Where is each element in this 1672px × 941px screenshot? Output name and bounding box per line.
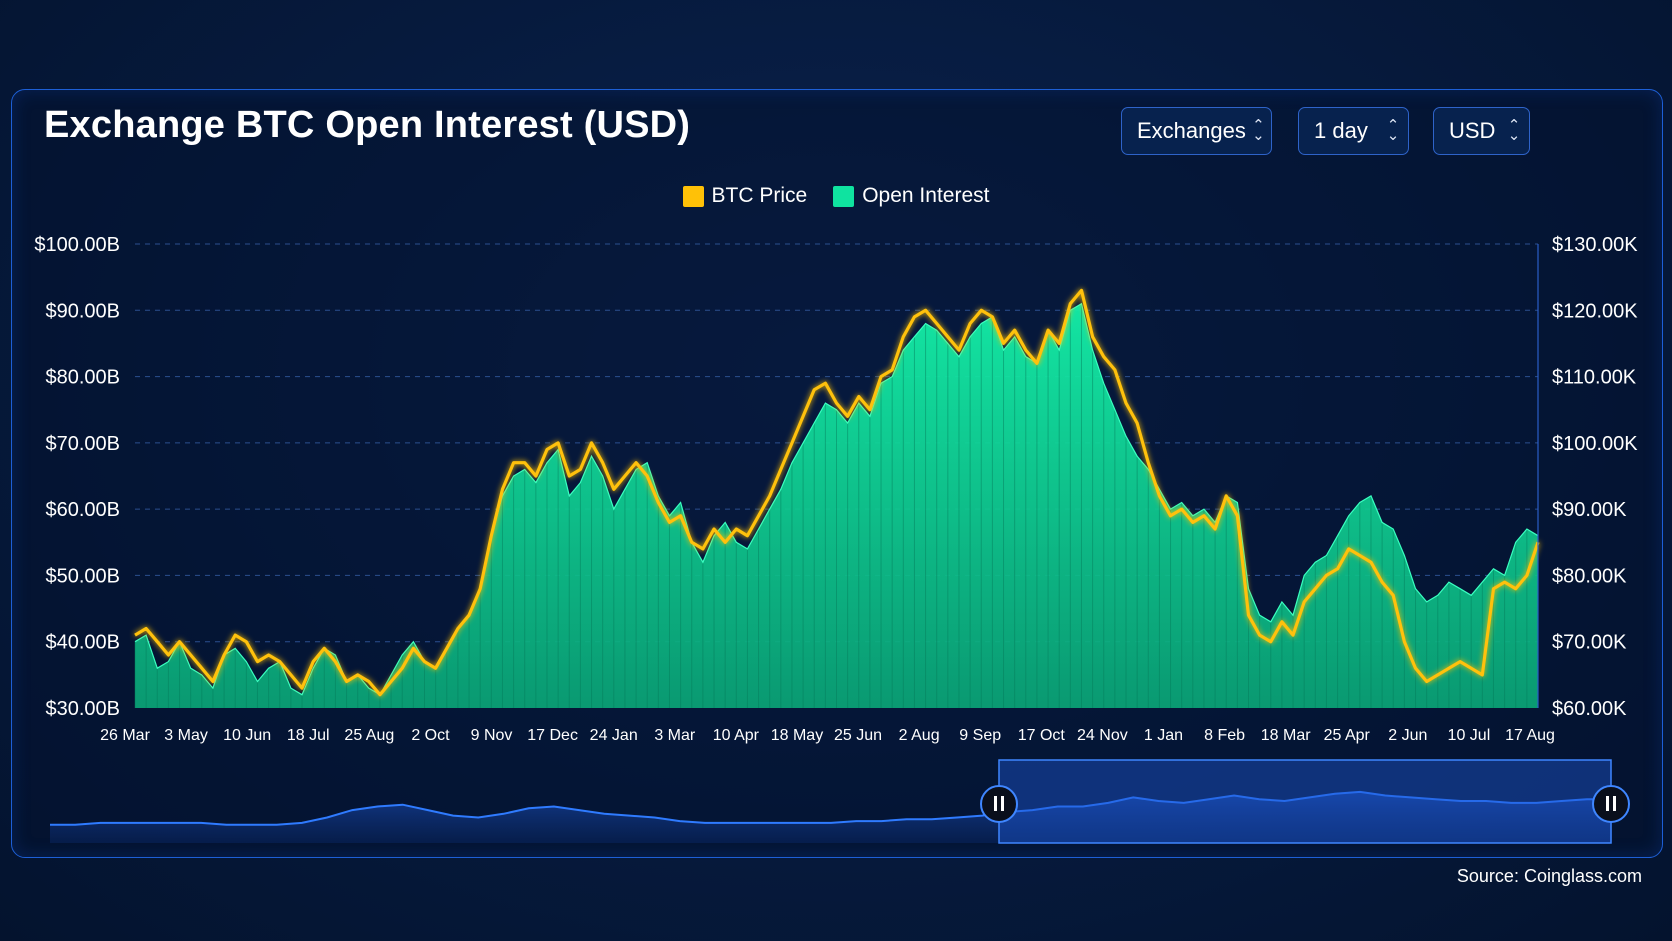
legend-item-btc-price[interactable]: BTC Price: [682, 184, 808, 208]
legend-label-open-interest: Open Interest: [862, 184, 990, 207]
y-left-tick-label: $30.00B: [45, 698, 120, 720]
chevron-up-down-icon: ⌃ ⌄: [1386, 117, 1400, 144]
chart-legend: BTC Price Open Interest: [0, 184, 1672, 208]
x-tick-label: 24 Jan: [590, 727, 638, 744]
pause-icon-bar: [994, 796, 997, 811]
x-tick-label: 3 Mar: [654, 727, 696, 744]
navigator-handle-right[interactable]: [1592, 785, 1630, 823]
x-tick-label: 17 Aug: [1505, 727, 1555, 744]
interval-select[interactable]: 1 day ⌃ ⌄: [1298, 107, 1409, 155]
currency-select-label: USD: [1449, 118, 1496, 143]
pause-icon-bar: [1606, 796, 1609, 811]
x-tick-label: 25 Apr: [1324, 727, 1371, 744]
interval-select-label: 1 day: [1314, 118, 1368, 143]
btc-price-line: [134, 288, 1540, 697]
y-right-tick-label: $110.00K: [1552, 367, 1637, 389]
x-tick-label: 18 Jul: [287, 727, 330, 744]
range-navigator: [50, 759, 1630, 844]
x-tick-label: 17 Dec: [527, 727, 578, 744]
x-tick-label: 3 May: [164, 727, 208, 744]
legend-item-open-interest[interactable]: Open Interest: [833, 184, 989, 208]
x-tick-label: 2 Jun: [1388, 727, 1427, 744]
y-right-tick-label: $130.00K: [1552, 234, 1638, 256]
x-axis: 26 Mar 3 May 10 Jun 18 Jul 25 Aug 2 Oct 9 Nov 1…: [100, 727, 1555, 744]
open-interest-line: [134, 302, 1539, 696]
exchanges-select-label: Exchanges: [1137, 118, 1246, 143]
chevron-up-down-icon: ⌃ ⌄: [1252, 117, 1265, 144]
navigator-area: [50, 791, 1612, 843]
y-right-tick-label: $120.00K: [1552, 300, 1638, 322]
x-tick-label: 2 Aug: [899, 727, 940, 744]
y-left-tick-label: $80.00B: [45, 367, 120, 389]
y-right-tick-label: $100.00K: [1552, 433, 1638, 455]
y-right-tick-label: $60.00K: [1552, 698, 1627, 720]
x-tick-label: 25 Aug: [344, 727, 394, 744]
right-y-axis: $130.00K $120.00K $110.00K $100.00K $90.00K $…: [1537, 234, 1638, 720]
source-credit: Source: Coinglass.com: [1456, 866, 1642, 886]
x-tick-label: 25 Jun: [834, 727, 882, 744]
y-right-tick-label: $70.00K: [1552, 632, 1627, 654]
y-left-tick-label: $50.00B: [45, 565, 120, 587]
x-tick-label: 10 Jul: [1448, 727, 1491, 744]
y-left-tick-label: $70.00B: [45, 433, 120, 455]
x-tick-label: 10 Jun: [223, 727, 271, 744]
currency-select[interactable]: USD ⌃ ⌄: [1433, 107, 1530, 155]
legend-label-btc-price: BTC Price: [711, 184, 808, 207]
x-tick-label: 9 Sep: [959, 727, 1001, 744]
y-right-tick-label: $80.00K: [1552, 565, 1627, 587]
chevron-up-down-icon: ⌃ ⌄: [1507, 117, 1521, 144]
x-tick-label: 1 Jan: [1144, 727, 1183, 744]
x-tick-label: 9 Nov: [471, 727, 513, 744]
x-tick-label: 2 Oct: [411, 727, 450, 744]
x-tick-label: 24 Nov: [1077, 727, 1128, 744]
y-left-tick-label: $100.00B: [34, 234, 120, 256]
left-y-axis: $100.00B $90.00B $80.00B $70.00B $60.00B $50.…: [34, 234, 120, 720]
y-right-tick-label: $90.00K: [1552, 499, 1627, 521]
open-interest-swatch: [833, 185, 855, 207]
x-tick-label: 26 Mar: [100, 727, 150, 744]
pause-icon-bar: [1613, 796, 1616, 811]
btc-price-swatch: [682, 185, 704, 207]
y-left-tick-label: $90.00B: [45, 300, 120, 322]
y-left-tick-label: $60.00B: [45, 499, 120, 521]
pause-icon-bar: [1001, 796, 1004, 811]
x-tick-label: 17 Oct: [1018, 727, 1066, 744]
navigator-handle-left[interactable]: [980, 785, 1018, 823]
btc-price-series: [134, 288, 1540, 697]
open-interest-series: [134, 302, 1539, 708]
x-tick-label: 10 Apr: [713, 727, 760, 744]
x-tick-label: 18 Mar: [1261, 727, 1311, 744]
x-tick-label: 18 May: [771, 727, 823, 744]
pause-icon: [980, 785, 1018, 823]
navigator-line: [50, 790, 1612, 826]
y-left-tick-label: $40.00B: [45, 632, 120, 654]
x-tick-label: 8 Feb: [1204, 727, 1245, 744]
open-interest-area: [135, 303, 1538, 708]
chart-title: Exchange BTC Open Interest (USD): [44, 104, 691, 146]
navigator-selection[interactable]: [998, 759, 1612, 844]
exchanges-select[interactable]: Exchanges ⌃ ⌄: [1121, 107, 1272, 155]
pause-icon: [1592, 785, 1630, 823]
